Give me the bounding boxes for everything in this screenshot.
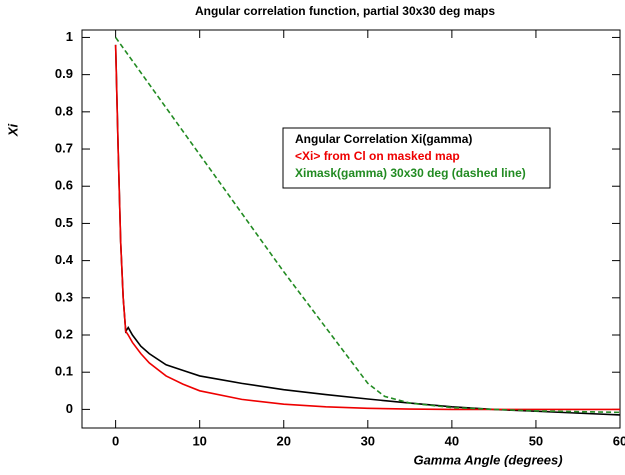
y-tick-label: 0.8 xyxy=(55,103,73,118)
legend-label: Ximask(gamma) 30x30 deg (dashed line) xyxy=(295,166,526,180)
y-tick-label: 0.9 xyxy=(55,66,73,81)
y-tick-label: 1 xyxy=(66,29,73,44)
chart-title: Angular correlation function, partial 30… xyxy=(195,4,495,18)
y-tick-label: 0.6 xyxy=(55,178,73,193)
y-tick-label: 0.4 xyxy=(55,252,74,267)
y-tick-label: 0.1 xyxy=(55,364,73,379)
x-tick-label: 30 xyxy=(361,433,375,448)
series-line xyxy=(114,44,620,411)
legend-label: <Xi> from Cl on masked map xyxy=(295,149,460,163)
series-line xyxy=(114,36,621,414)
x-tick-label: 40 xyxy=(445,433,459,448)
y-tick-label: 0.3 xyxy=(55,289,73,304)
legend-label: Angular Correlation Xi(gamma) xyxy=(295,132,472,146)
y-tick-label: 0 xyxy=(66,401,73,416)
plot-frame xyxy=(81,29,621,429)
x-tick-label: 20 xyxy=(277,433,291,448)
x-tick-label: 50 xyxy=(529,433,543,448)
series-line xyxy=(114,44,621,416)
x-tick-label: 10 xyxy=(192,433,206,448)
x-axis-title: Gamma Angle (degrees) xyxy=(413,452,562,467)
legend-box xyxy=(282,127,551,189)
y-tick-label: 0.2 xyxy=(55,326,73,341)
y-tick-label: 0.5 xyxy=(55,215,73,230)
y-tick-label: 0.7 xyxy=(55,140,73,155)
x-tick-label: 0 xyxy=(112,433,119,448)
x-tick-label: 60 xyxy=(613,433,625,448)
y-axis-title: Xi xyxy=(5,123,20,137)
